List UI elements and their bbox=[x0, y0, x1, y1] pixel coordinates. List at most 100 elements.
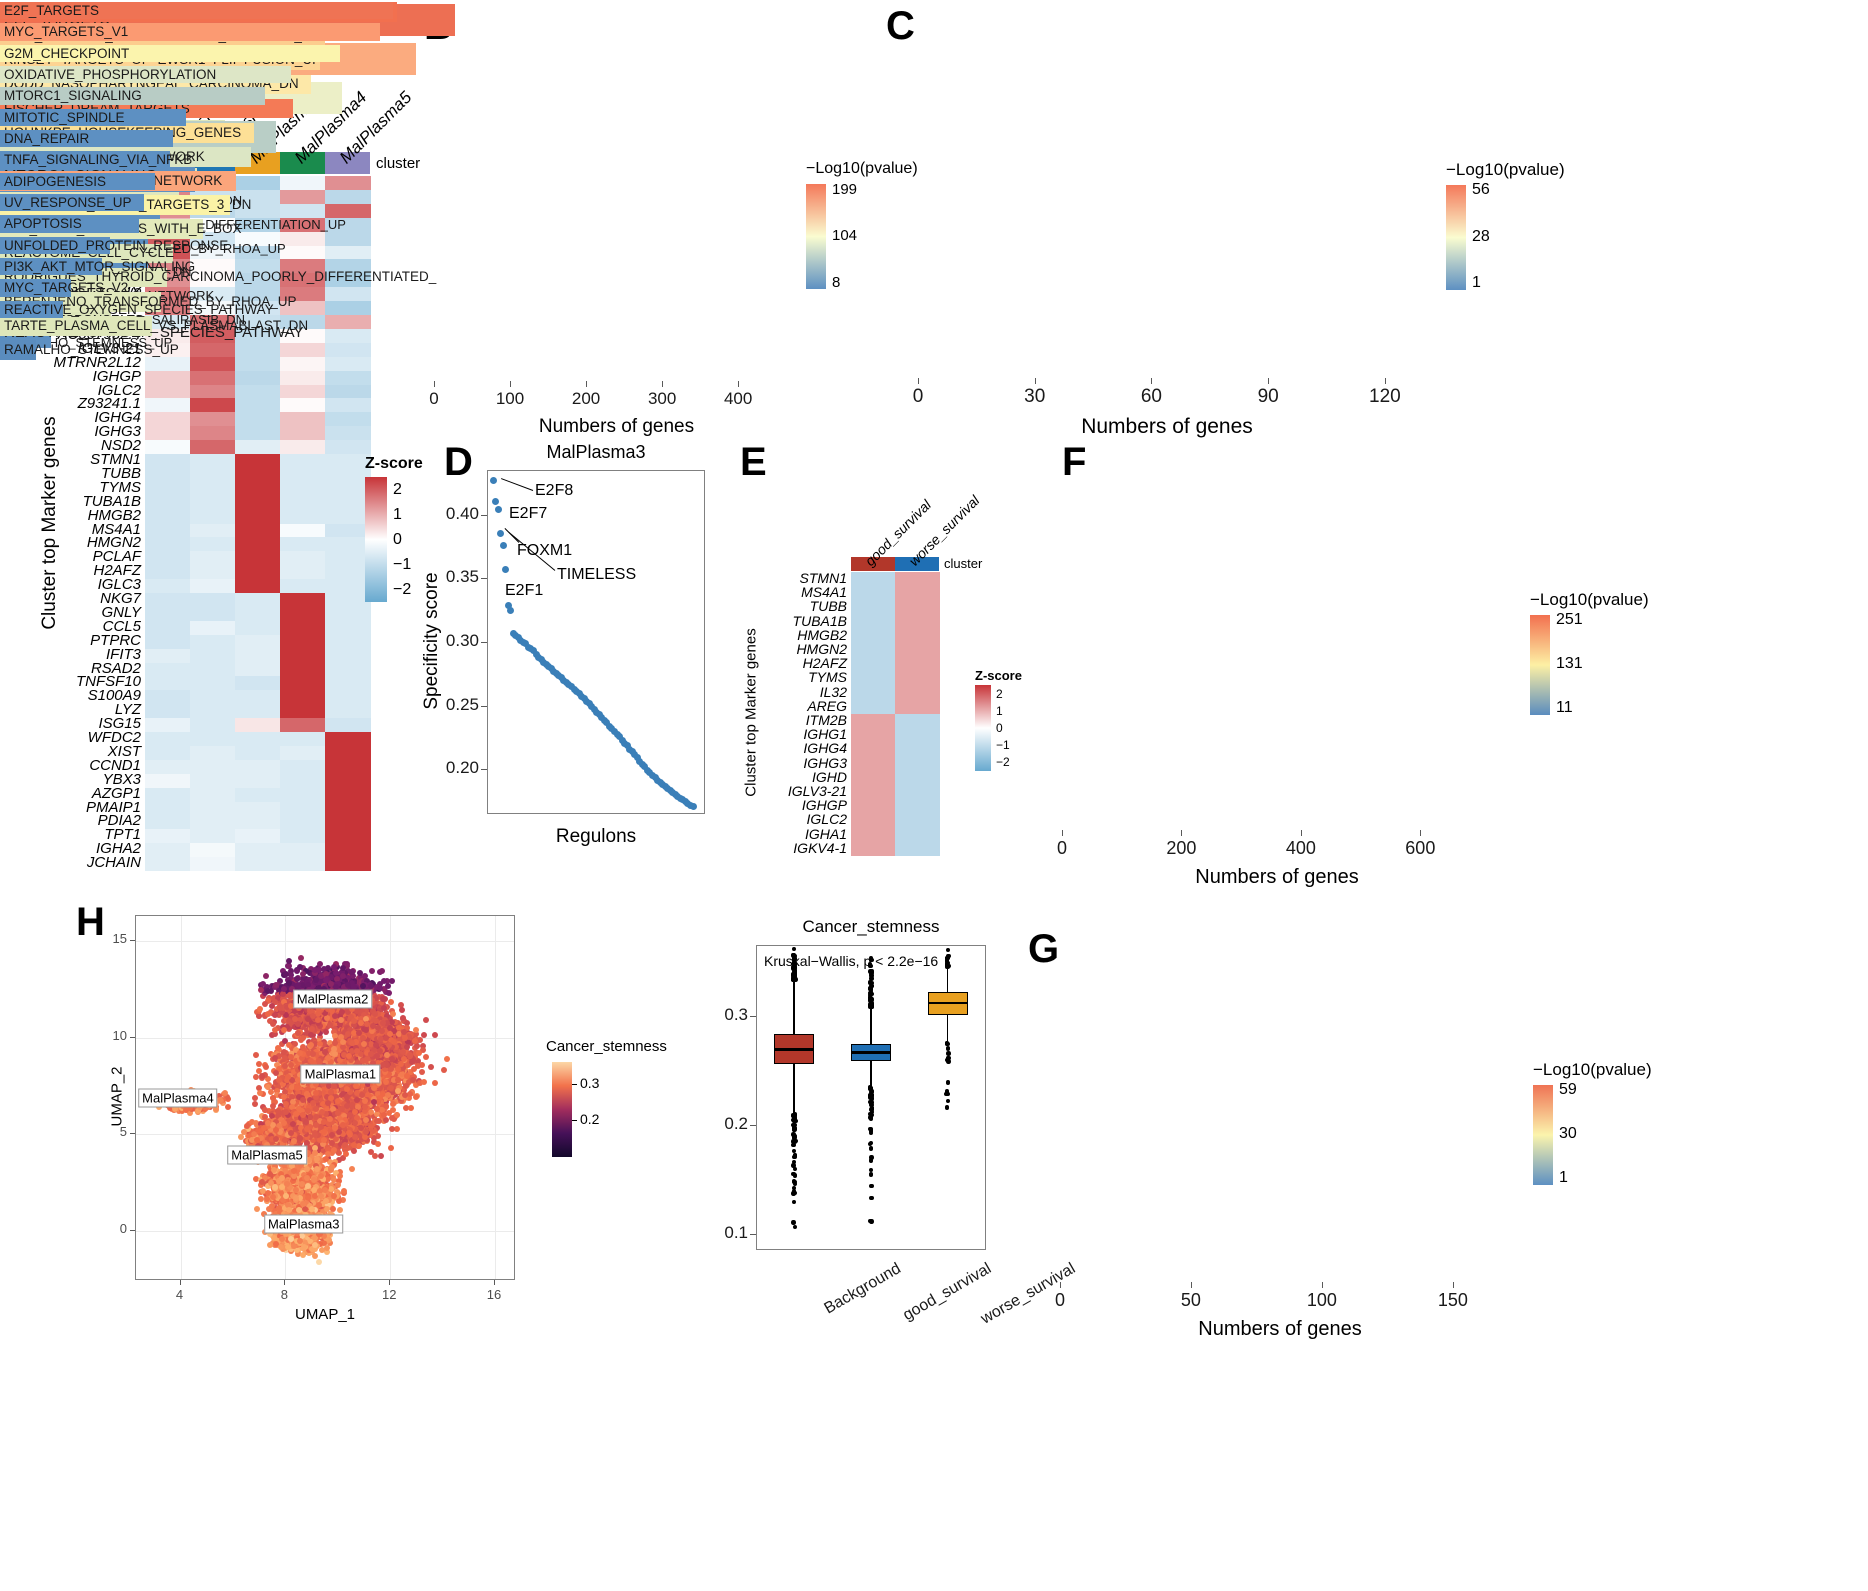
heatmap-cell bbox=[325, 759, 371, 775]
panel-letter-F: F bbox=[1062, 440, 1087, 484]
umap-point bbox=[261, 1000, 268, 1007]
gene-label-TUBB: TUBB bbox=[100, 464, 141, 482]
heatmap-cell bbox=[325, 495, 371, 511]
gene-label-TNFSF10: TNFSF10 bbox=[75, 673, 141, 691]
scatter-point bbox=[494, 505, 502, 513]
umap-point bbox=[271, 1012, 278, 1019]
heatmap-cell bbox=[325, 857, 371, 872]
panelG-xticklabel: 100 bbox=[1306, 1290, 1337, 1310]
gene-label-IGLV3-21: IGLV3-21 bbox=[77, 339, 141, 357]
heatmap-cell bbox=[325, 523, 371, 538]
gene-label-GNLY: GNLY bbox=[101, 603, 141, 621]
gene-label-IGHG3: IGHG3 bbox=[94, 423, 141, 441]
umap-point bbox=[368, 968, 375, 975]
heatmap-cell bbox=[895, 813, 940, 829]
heatmap-cell bbox=[325, 704, 371, 719]
heatmap-cell bbox=[190, 245, 236, 260]
zscore-legend-tick: 2 bbox=[393, 480, 402, 498]
umap-point bbox=[252, 1051, 259, 1058]
heatmap-cell bbox=[280, 273, 326, 288]
panelC-legend-title: −Log10(pvalue) bbox=[1446, 160, 1565, 179]
gene-label-HMGB2: HMGB2 bbox=[87, 506, 141, 524]
heatmap-cell bbox=[280, 328, 326, 344]
heatmap-cell bbox=[895, 799, 940, 814]
heatmap-cell bbox=[235, 509, 281, 524]
panelE-cluster-label: cluster bbox=[944, 556, 983, 571]
heatmap-cell bbox=[235, 426, 281, 441]
heatmap-cell bbox=[280, 287, 326, 302]
panelF-legend-tick: 251 bbox=[1556, 611, 1583, 628]
heatmap-cell bbox=[190, 606, 236, 622]
panelD-ytick bbox=[481, 705, 487, 707]
umap-point bbox=[252, 1074, 259, 1081]
heatmap-cell bbox=[280, 203, 326, 219]
heatmap-cell bbox=[235, 745, 281, 761]
heatmap-cell bbox=[325, 787, 371, 802]
heatmap-cell bbox=[235, 718, 281, 733]
heatmap-cell bbox=[851, 813, 896, 829]
annotation-E2F7: E2F7 bbox=[509, 505, 548, 522]
heatmap-cell bbox=[895, 657, 940, 672]
gene-label-HMGN2: HMGN2 bbox=[86, 534, 141, 552]
heatmap-cell bbox=[895, 643, 940, 658]
panelB-xtick bbox=[510, 381, 512, 387]
heatmap-cell bbox=[851, 699, 896, 715]
gene-label-IFIT3: IFIT3 bbox=[105, 645, 141, 663]
panelG-legend-title: −Log10(pvalue) bbox=[1533, 1060, 1652, 1079]
panelF-xtick bbox=[1181, 830, 1183, 836]
panelG-xtick bbox=[1452, 1282, 1454, 1288]
panelG-bar-label: UNFOLDED_PROTEIN_RESPONSE bbox=[4, 237, 229, 253]
heatmap-cell bbox=[325, 454, 371, 469]
heatmap-cell bbox=[145, 523, 191, 538]
heatmap-cell bbox=[280, 787, 326, 802]
heatmap-cell bbox=[145, 759, 191, 775]
heatmap-cell bbox=[895, 685, 940, 701]
heatmap-cell bbox=[280, 454, 326, 469]
umap-point bbox=[378, 967, 385, 974]
heatmap-cell bbox=[190, 565, 236, 580]
umap-point bbox=[309, 1012, 316, 1019]
heatmap-cell bbox=[190, 523, 236, 538]
panelC-xticklabel: 120 bbox=[1369, 386, 1401, 407]
heatmap-cell bbox=[235, 648, 281, 663]
panelF-xticklabel: 600 bbox=[1405, 838, 1436, 858]
heatmap-cell bbox=[145, 732, 191, 747]
panelG-bar-label: MITOTIC_SPINDLE bbox=[4, 109, 125, 125]
panelB-xticklabel: 100 bbox=[495, 389, 525, 408]
heatmap-cell bbox=[145, 495, 191, 511]
heatmap-cell bbox=[190, 787, 236, 802]
panelG-xtick bbox=[1190, 1282, 1192, 1288]
panelF-legend-tick: 131 bbox=[1556, 655, 1583, 672]
heatmap-cell bbox=[851, 841, 896, 857]
panel-letter-G: G bbox=[1028, 927, 1060, 971]
heatmap-cell bbox=[190, 648, 236, 663]
panelB-legend-tick: 8 bbox=[832, 273, 841, 291]
panelG-bar-label: MTORC1_SIGNALING bbox=[4, 88, 142, 104]
panelF-xtick bbox=[1420, 830, 1422, 836]
heatmap-cell bbox=[190, 495, 236, 511]
heatmap-cell bbox=[325, 509, 371, 524]
gene-label-WFDC2: WFDC2 bbox=[87, 729, 141, 746]
heatmap-cell bbox=[145, 829, 191, 844]
annotation-E2F1: E2F1 bbox=[505, 582, 544, 599]
heatmap-cell bbox=[190, 745, 236, 761]
heatmap-cell bbox=[235, 704, 281, 719]
heatmap-cell bbox=[280, 829, 326, 844]
heatmap-cell bbox=[145, 565, 191, 580]
panelC-xtick bbox=[918, 378, 919, 384]
umap-point bbox=[379, 996, 386, 1003]
heatmap-cell bbox=[280, 648, 326, 663]
heatmap-cell bbox=[235, 217, 281, 233]
panelC-xtick bbox=[1151, 378, 1153, 384]
heatmap-cell bbox=[280, 301, 326, 316]
heatmap-cell bbox=[325, 829, 371, 844]
umap-point bbox=[263, 1064, 270, 1071]
heatmap-cell bbox=[325, 356, 371, 372]
heatmap-cell bbox=[895, 572, 940, 587]
heatmap-cell bbox=[851, 742, 896, 758]
panelC-xticklabel: 0 bbox=[912, 386, 924, 407]
heatmap-cell bbox=[280, 773, 326, 789]
heatmap-cell bbox=[325, 440, 371, 455]
heatmap-cell bbox=[235, 620, 281, 636]
umap-point bbox=[282, 971, 289, 977]
